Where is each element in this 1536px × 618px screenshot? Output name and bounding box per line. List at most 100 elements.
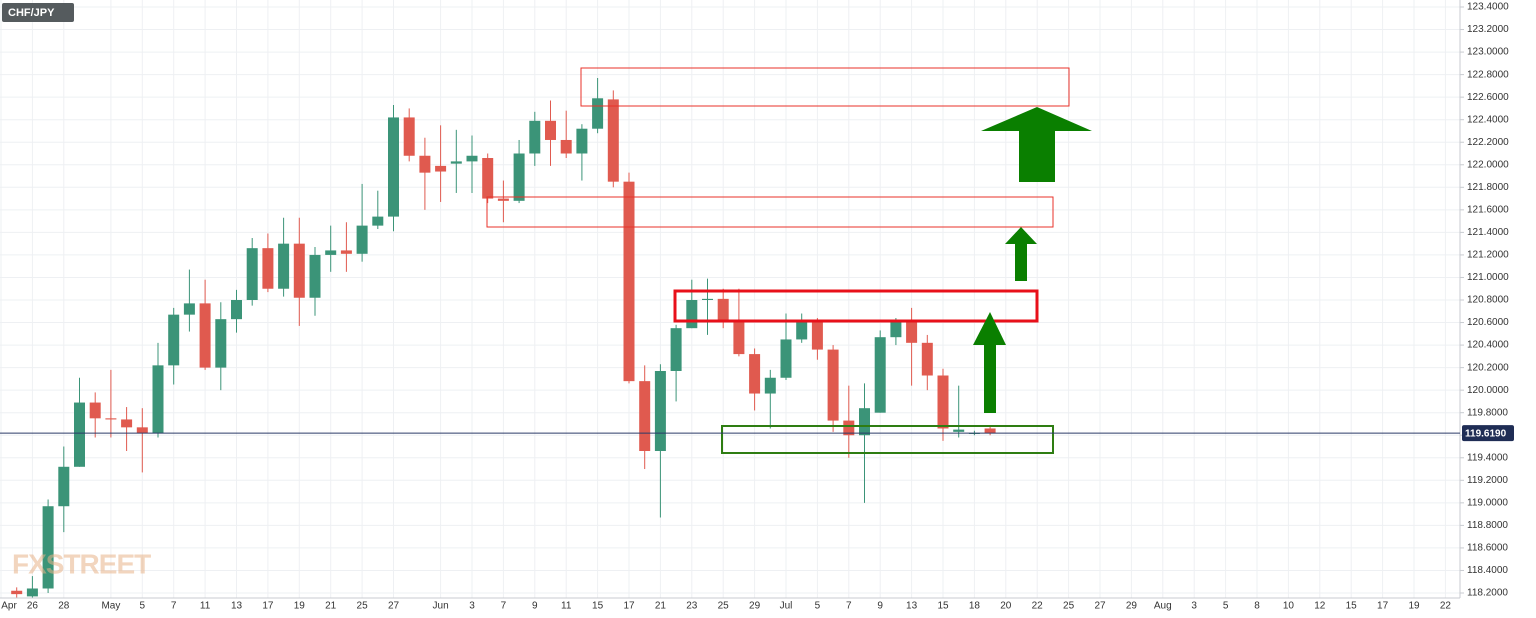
resistance-zone — [580, 67, 1070, 107]
candle-body — [105, 418, 117, 420]
candle-body — [74, 402, 85, 467]
candle-body — [168, 314, 180, 366]
resistance-zone — [486, 196, 1054, 228]
candle-body — [293, 243, 305, 298]
x-tick-label: 15 — [1346, 601, 1358, 612]
y-tick-label: 120.2000 — [1467, 362, 1509, 373]
candle-body — [639, 381, 651, 452]
candle-body — [450, 161, 462, 164]
candle-body — [529, 120, 541, 154]
x-tick-label: 25 — [718, 601, 730, 612]
candle-body — [560, 139, 572, 154]
x-tick-label: 11 — [200, 601, 211, 612]
x-tick-label: 8 — [1254, 601, 1260, 612]
x-tick-label: 3 — [1191, 601, 1197, 612]
candle-body — [121, 419, 133, 428]
x-tick-label: 19 — [1408, 601, 1420, 612]
x-tick-label: 17 — [1377, 601, 1389, 612]
x-tick-label: 17 — [262, 601, 274, 612]
x-tick-label: 13 — [231, 601, 243, 612]
candle-body — [654, 370, 666, 452]
annotations — [486, 67, 1092, 454]
candle-body — [827, 349, 839, 421]
y-tick-label: 122.0000 — [1467, 159, 1509, 170]
x-tick-label: 27 — [1094, 601, 1106, 612]
y-tick-label: 123.4000 — [1467, 2, 1509, 13]
candle-body — [309, 254, 321, 298]
x-tick-label: 13 — [906, 601, 918, 612]
candle-body — [136, 427, 148, 433]
last-price-badge — [1462, 425, 1514, 442]
candle-body — [419, 155, 431, 173]
candle-body — [702, 298, 713, 300]
y-tick-label: 118.4000 — [1467, 565, 1508, 576]
x-tick-label: 22 — [1032, 601, 1044, 612]
y-tick-label: 119.8000 — [1467, 407, 1508, 418]
y-tick-label: 121.4000 — [1467, 227, 1509, 238]
symbol-badge — [2, 3, 74, 22]
x-tick-label: Apr — [1, 601, 17, 612]
x-tick-label: 27 — [388, 601, 400, 612]
x-tick-label: May — [101, 601, 120, 612]
candle-body — [403, 117, 415, 156]
candles — [11, 77, 996, 598]
candle-body — [246, 248, 258, 300]
y-tick-label: 118.6000 — [1467, 543, 1508, 554]
y-tick-label: 123.2000 — [1467, 24, 1509, 35]
candle-body — [183, 303, 195, 315]
x-tick-label: 5 — [1223, 601, 1229, 612]
candle-body — [26, 588, 38, 597]
candle-body — [686, 300, 698, 329]
resistance-zone — [673, 289, 1039, 323]
candle-body — [670, 328, 682, 371]
x-tick-label: 19 — [294, 601, 306, 612]
x-tick-label: 5 — [140, 601, 146, 612]
chart-title: CHF/JPY — [8, 7, 55, 19]
candle-body — [764, 377, 776, 394]
candle-body — [874, 337, 886, 413]
grid — [0, 0, 1460, 598]
candle-body — [199, 303, 211, 368]
y-tick-label: 119.0000 — [1467, 497, 1508, 508]
x-tick-label: 3 — [469, 601, 475, 612]
x-tick-label: 21 — [655, 601, 667, 612]
x-tick-label: Jul — [780, 601, 793, 612]
x-tick-label: 9 — [532, 601, 538, 612]
y-tick-label: 122.4000 — [1467, 114, 1509, 125]
y-tick-label: 120.6000 — [1467, 317, 1509, 328]
x-tick-label: Aug — [1154, 601, 1172, 612]
x-tick-label: 10 — [1283, 601, 1295, 612]
x-tick-label: 25 — [1063, 601, 1075, 612]
arrow-up — [981, 107, 1092, 182]
y-tick-label: 118.8000 — [1467, 520, 1508, 531]
candle-body — [780, 339, 792, 378]
candle-body — [545, 120, 556, 140]
candle-body — [340, 250, 352, 254]
y-tick-label: 121.2000 — [1467, 250, 1509, 261]
candle-body — [749, 354, 761, 394]
candle-body — [388, 117, 399, 217]
y-tick-label: 121.8000 — [1467, 182, 1509, 193]
x-tick-label: 23 — [686, 601, 698, 612]
x-tick-label: 5 — [815, 601, 821, 612]
x-tick-label: 18 — [969, 601, 981, 612]
x-tick-label: 20 — [1000, 601, 1012, 612]
x-tick-label: 12 — [1314, 601, 1326, 612]
candle-body — [325, 250, 337, 255]
candle-body — [921, 342, 933, 376]
candle-body — [592, 98, 604, 129]
x-tick-label: 17 — [623, 601, 635, 612]
x-tick-label: 7 — [171, 601, 177, 612]
x-tick-label: 25 — [357, 601, 369, 612]
y-tick-label: 122.6000 — [1467, 92, 1509, 103]
candle-body — [497, 198, 509, 201]
candle-body — [11, 590, 23, 595]
candle-body — [278, 243, 290, 289]
candle-body — [906, 320, 918, 343]
y-tick-label: 122.8000 — [1467, 69, 1509, 80]
x-tick-label: 9 — [877, 601, 883, 612]
x-tick-label: 11 — [561, 601, 572, 612]
candle-body — [937, 375, 949, 429]
candle-body — [42, 506, 54, 589]
